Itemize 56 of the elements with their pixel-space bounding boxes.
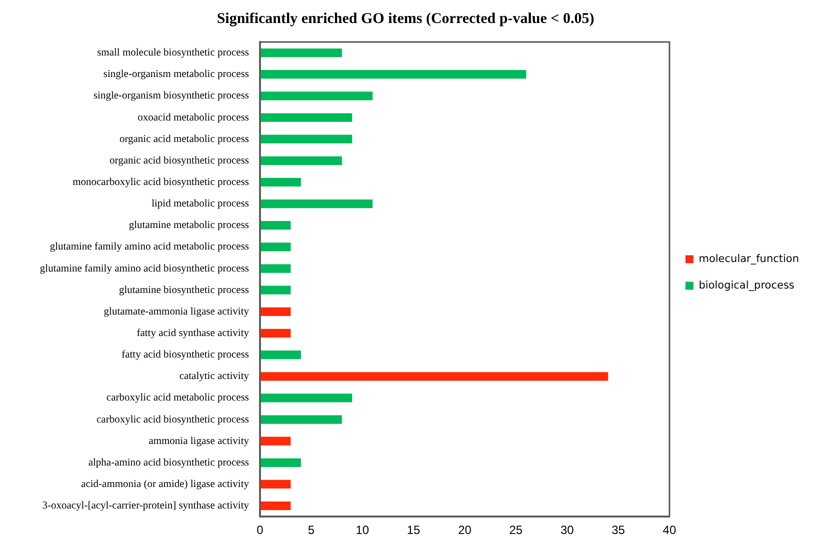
- bar: [260, 242, 291, 252]
- x-tick-label: 10: [356, 523, 370, 538]
- bar: [260, 328, 291, 338]
- y-tick-label: single-organism metabolic process: [103, 69, 249, 80]
- y-tick-label: monocarboxylic acid biosynthetic process: [72, 176, 249, 188]
- bar: [260, 415, 342, 424]
- bar: [260, 70, 526, 79]
- y-tick-label: oxoacid metabolic process: [138, 112, 249, 124]
- x-tick-label: 15: [406, 523, 421, 538]
- x-tick-label: 30: [560, 523, 574, 538]
- bar: [260, 199, 373, 208]
- bar: [260, 92, 373, 100]
- x-tick-label: 40: [662, 523, 676, 538]
- bar: [260, 178, 301, 187]
- bar: [260, 113, 352, 122]
- y-tick-label: small molecule biosynthetic process: [97, 48, 249, 59]
- bar: [260, 307, 291, 316]
- legend-label: biological_process: [698, 279, 794, 292]
- y-tick-label: glutamine metabolic process: [128, 220, 249, 232]
- y-tick-label: glutamine biosynthetic process: [118, 284, 249, 296]
- y-tick-label: glutamine family amino acid biosynthetic process: [40, 263, 249, 274]
- x-tick-label: 0: [256, 523, 264, 538]
- bar: [260, 394, 352, 402]
- bar: [260, 48, 342, 58]
- bar: [260, 372, 608, 381]
- y-tick-label: glutamine family amino acid metabolic process: [50, 242, 249, 253]
- chart-title: Significantly enriched GO items (Corrected p-value < 0.05): [216, 10, 594, 27]
- y-tick-label: organic acid biosynthetic process: [110, 155, 249, 166]
- x-tick-label: 5: [308, 523, 315, 538]
- y-tick-label: fatty acid biosynthetic process: [122, 350, 249, 361]
- bar: [260, 264, 291, 273]
- x-tick-label: 20: [458, 523, 472, 538]
- x-tick-label: 35: [612, 523, 626, 538]
- y-tick-label: alpha-amino acid biosynthetic process: [88, 457, 249, 468]
- bar: [260, 134, 352, 144]
- y-tick-label: fatty acid synthase activity: [136, 328, 250, 339]
- y-tick-label: acid-ammonia (or amide) ligase activity: [81, 478, 250, 490]
- y-tick-label: lipid metabolic process: [152, 198, 249, 210]
- y-tick-label: ammonia ligase activity: [148, 436, 250, 447]
- bar: [260, 286, 291, 294]
- y-tick-label: glutamate-ammonia ligase activity: [104, 306, 250, 318]
- y-tick-label: organic acid metabolic process: [119, 134, 249, 145]
- bar: [260, 350, 301, 360]
- bar: [260, 502, 291, 510]
- legend-label: molecular_function: [698, 252, 800, 265]
- bar: [260, 436, 291, 446]
- y-tick-label: single-organism biosynthetic process: [93, 90, 249, 102]
- y-tick-label: carboxylic acid biosynthetic process: [96, 414, 249, 426]
- bar: [260, 458, 301, 467]
- x-tick-label: 25: [509, 523, 523, 538]
- bar: [260, 156, 342, 165]
- bar: [260, 221, 291, 230]
- y-tick-label: carboxylic acid metabolic process: [106, 392, 249, 404]
- y-tick-label: catalytic activity: [179, 371, 250, 382]
- y-tick-label: 3-oxoacyl-[acyl-carrier-protein] synthase activity: [42, 500, 250, 512]
- bar: [260, 480, 291, 489]
